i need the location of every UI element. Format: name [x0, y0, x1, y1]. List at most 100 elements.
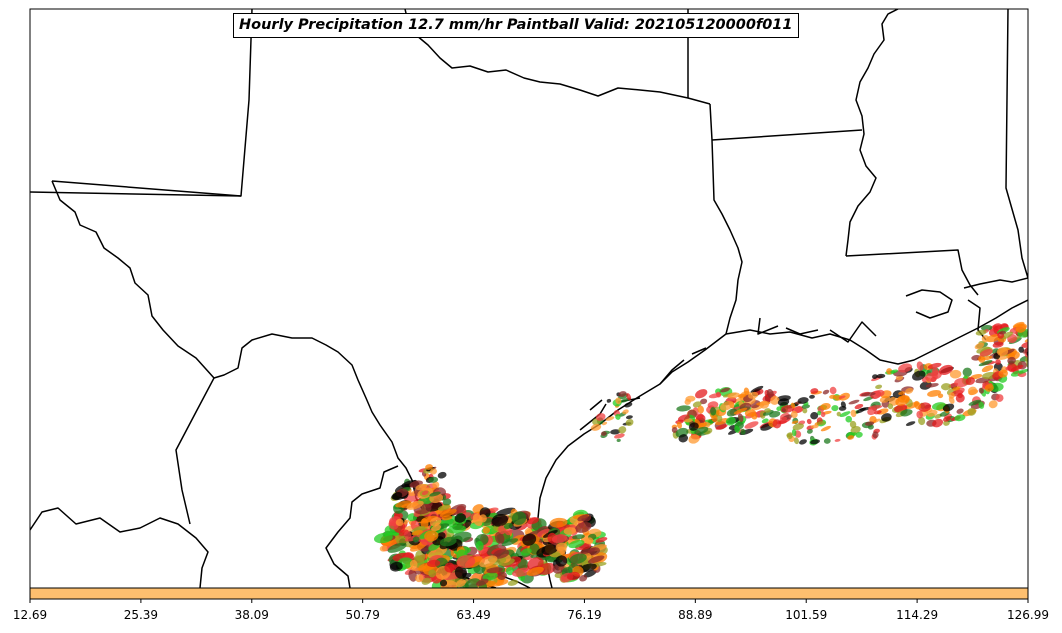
precip-blob: [482, 572, 498, 581]
precip-blob: [918, 416, 926, 426]
precip-blob: [817, 410, 822, 416]
precip-blob: [822, 389, 830, 395]
precip-blob: [810, 424, 819, 429]
precip-blob: [408, 569, 417, 582]
precip-blob: [793, 437, 799, 445]
mississippi-river: [845, 9, 899, 257]
precip-blob: [845, 415, 853, 423]
precip-blob: [444, 562, 455, 573]
precip-blob: [1024, 354, 1028, 363]
precip-blob: [733, 407, 748, 415]
precip-blob: [823, 438, 831, 444]
precip-blob: [437, 504, 451, 511]
precip-blob: [967, 407, 976, 416]
precip-blob: [781, 408, 786, 413]
precip-blob: [715, 418, 729, 425]
precip-blob: [799, 439, 807, 445]
colorbar-tick-label: 114.29: [896, 608, 939, 622]
precip-blob: [820, 425, 832, 432]
precip-blob: [810, 388, 819, 394]
precip-blob: [750, 385, 764, 393]
precip-blob: [978, 360, 993, 367]
precip-blob: [874, 389, 885, 397]
precip-blob: [432, 481, 440, 489]
precip-blob: [472, 513, 483, 527]
precip-blob: [455, 579, 466, 588]
precip-blob: [790, 410, 798, 419]
precip-blob: [541, 544, 558, 556]
colorbar: [29, 587, 1029, 600]
precip-blob: [737, 413, 744, 423]
precip-blob: [995, 394, 1004, 402]
precip-blob: [792, 423, 804, 431]
precip-blob: [694, 426, 709, 435]
precip-blob: [762, 409, 774, 416]
mexico-state-border-2: [30, 507, 209, 588]
precip-blob: [720, 387, 730, 393]
precip-blob: [511, 511, 527, 525]
precip-blob: [881, 413, 892, 422]
precip-blob: [373, 532, 393, 544]
precip-blob: [415, 483, 428, 491]
precip-blob: [526, 566, 544, 576]
precip-blob: [829, 386, 837, 395]
precip-blob: [943, 416, 952, 422]
precip-blob: [954, 377, 969, 388]
precip-blob: [918, 402, 932, 412]
precip-blob: [751, 412, 758, 420]
precip-blob: [988, 400, 998, 409]
precip-blob: [913, 400, 921, 410]
precip-blob: [916, 410, 924, 419]
precip-blob: [791, 420, 799, 424]
precip-blob: [965, 377, 975, 386]
precip-blob: [941, 383, 952, 391]
precip-blob: [867, 405, 883, 410]
precip-blob: [439, 579, 448, 587]
precip-blob: [498, 525, 506, 535]
precip-blob: [898, 363, 913, 373]
precip-blob: [434, 557, 448, 569]
precip-blob: [566, 571, 581, 581]
precip-blob: [925, 372, 938, 382]
precip-blob: [595, 413, 606, 421]
precip-blob: [575, 521, 592, 533]
precip-blob: [1010, 364, 1024, 372]
precip-blob: [475, 540, 484, 551]
colorbar-tick-label: 63.49: [456, 608, 491, 622]
precip-blob: [684, 418, 693, 423]
precip-blob: [931, 402, 946, 411]
precip-blob: [1018, 346, 1025, 353]
precip-blob: [854, 403, 864, 410]
precip-blob: [692, 401, 702, 408]
precip-blob: [464, 578, 481, 588]
precip-blob: [427, 559, 441, 568]
precip-blob: [938, 364, 954, 375]
precip-blob: [497, 571, 507, 580]
precip-blob: [734, 425, 741, 433]
precip-blob: [494, 531, 505, 545]
precip-blob: [872, 431, 879, 439]
precip-blob: [900, 409, 913, 417]
precip-blob: [726, 408, 738, 417]
precip-blob: [622, 409, 629, 415]
precip-blob: [579, 574, 588, 582]
precip-blob: [836, 411, 842, 417]
precip-blob: [555, 555, 568, 567]
precip-blob: [725, 416, 736, 426]
precip-blob: [676, 421, 683, 429]
precip-blob: [710, 407, 717, 416]
precip-blob: [1015, 324, 1027, 333]
precip-blob: [415, 574, 424, 583]
precip-blob: [802, 408, 808, 414]
precip-blob: [616, 438, 621, 443]
precip-blob: [912, 370, 926, 381]
precip-blob: [937, 393, 944, 399]
precip-blob: [905, 421, 916, 427]
precip-blob: [568, 539, 585, 549]
precip-blob: [379, 545, 388, 552]
precip-blob: [440, 536, 457, 547]
precip-blob: [429, 517, 442, 527]
colorbar-ticks: [29, 599, 1029, 603]
precip-blob: [919, 381, 932, 390]
precip-blob: [1007, 356, 1016, 365]
